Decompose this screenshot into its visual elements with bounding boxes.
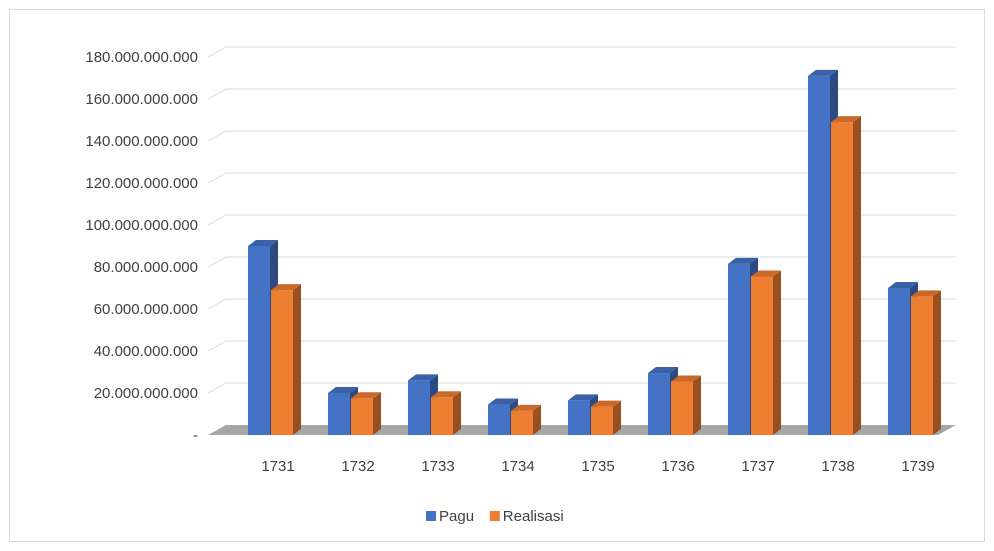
y-tick-label: 60.000.000.000	[94, 301, 198, 318]
x-tick-label: 1737	[741, 458, 774, 475]
gridline	[207, 382, 956, 394]
bar-realisasi-1739	[911, 290, 941, 435]
gridline	[207, 214, 956, 226]
legend-swatch	[489, 511, 500, 521]
gridlines	[207, 46, 956, 394]
x-tick-label: 1738	[821, 458, 854, 475]
bar-realisasi-1737	[751, 270, 781, 435]
legend-label: Pagu	[439, 508, 474, 525]
gridline	[207, 130, 956, 142]
legend: Pagu Realisasi	[426, 508, 564, 525]
bar-realisasi-1733	[431, 391, 461, 435]
bar-realisasi-1738	[831, 116, 861, 435]
y-axis-ticks: - 20.000.000.000 40.000.000.000 60.000.000.…	[85, 49, 198, 444]
y-tick-label: 120.000.000.000	[85, 175, 198, 192]
gridline	[207, 46, 956, 58]
gridline	[207, 172, 956, 184]
legend-item-pagu: Pagu	[426, 508, 474, 525]
bar-realisasi-1734	[511, 404, 541, 435]
y-tick-label: -	[193, 427, 198, 444]
x-tick-label: 1731	[261, 458, 294, 475]
y-tick-label: 40.000.000.000	[94, 343, 198, 360]
x-tick-label: 1732	[341, 458, 374, 475]
x-tick-label: 1733	[421, 458, 454, 475]
bar-realisasi-1735	[591, 400, 621, 435]
gridline	[207, 256, 956, 268]
y-tick-label: 20.000.000.000	[94, 385, 198, 402]
y-tick-label: 140.000.000.000	[85, 133, 198, 150]
legend-label: Realisasi	[503, 508, 564, 525]
y-tick-label: 180.000.000.000	[85, 49, 198, 66]
bar-realisasi-1736	[671, 375, 701, 435]
gridline	[207, 88, 956, 100]
bar-realisasi-1731	[271, 284, 301, 435]
y-tick-label: 160.000.000.000	[85, 91, 198, 108]
x-axis-ticks: 1731 1732 1733 1734 1735 1736 1737 1738 1739	[261, 458, 934, 475]
gridline	[207, 298, 956, 310]
bar-realisasi-1732	[351, 392, 381, 435]
x-tick-label: 1736	[661, 458, 694, 475]
gridline	[207, 340, 956, 352]
x-tick-label: 1735	[581, 458, 614, 475]
legend-item-realisasi: Realisasi	[489, 508, 564, 525]
y-tick-label: 80.000.000.000	[94, 259, 198, 276]
x-tick-label: 1739	[901, 458, 934, 475]
x-tick-label: 1734	[501, 458, 534, 475]
legend-swatch	[426, 511, 436, 521]
y-tick-label: 100.000.000.000	[85, 217, 198, 234]
bars	[248, 69, 941, 436]
